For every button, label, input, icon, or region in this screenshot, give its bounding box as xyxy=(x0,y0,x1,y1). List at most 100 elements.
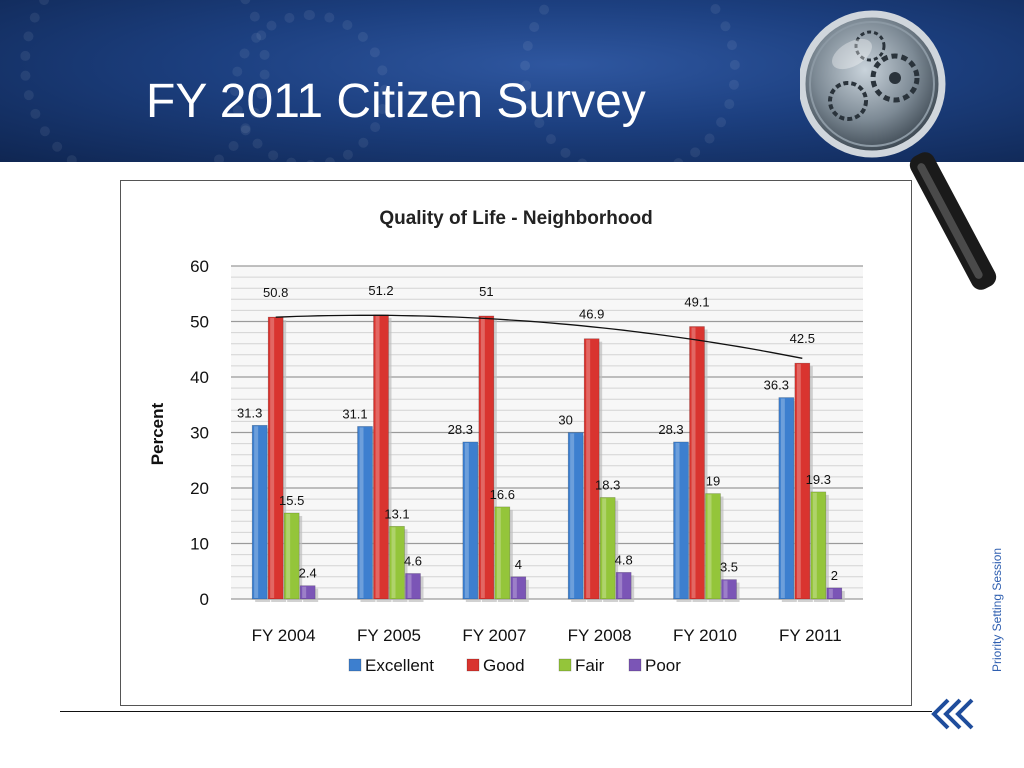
bar-highlight xyxy=(302,586,307,598)
bar-fair xyxy=(599,497,616,600)
legend-label: Good xyxy=(483,656,525,675)
bar-good xyxy=(794,362,811,600)
y-tick-label: 20 xyxy=(190,479,209,498)
data-label: 36.3 xyxy=(764,378,789,393)
data-label: 4.8 xyxy=(615,552,633,567)
data-label: 46.9 xyxy=(579,307,604,322)
bar-excellent xyxy=(778,397,795,600)
chart-title: Quality of Life - Neighborhood xyxy=(379,208,652,229)
x-tick-label: FY 2007 xyxy=(462,626,526,645)
bar-good xyxy=(689,326,705,600)
y-tick-label: 0 xyxy=(200,590,209,609)
data-label: 2 xyxy=(831,568,838,583)
data-label: 31.3 xyxy=(237,405,262,420)
bar-highlight xyxy=(464,442,469,598)
data-label: 31.1 xyxy=(342,406,367,421)
bar-poor xyxy=(721,579,737,600)
bar-highlight xyxy=(254,426,259,598)
data-label: 30 xyxy=(558,413,572,428)
bar-excellent xyxy=(251,424,268,600)
data-label: 16.6 xyxy=(490,487,515,502)
data-label: 19 xyxy=(706,474,720,489)
x-tick-label: FY 2004 xyxy=(252,626,316,645)
footer-divider xyxy=(60,711,932,712)
bar-highlight xyxy=(828,588,833,598)
bar-fair xyxy=(810,491,827,600)
bar-fair xyxy=(389,525,405,600)
bar-poor xyxy=(826,587,843,600)
legend-swatch-poor xyxy=(628,658,642,672)
legend-label: Excellent xyxy=(365,656,434,675)
legend-label: Poor xyxy=(645,656,681,675)
data-label: 4.6 xyxy=(404,553,422,568)
trendline xyxy=(275,314,803,359)
bar-highlight xyxy=(375,315,380,598)
bar-highlight xyxy=(359,427,364,598)
side-label: Priority Setting Session xyxy=(990,547,1004,672)
bar-highlight xyxy=(691,327,696,598)
y-tick-label: 40 xyxy=(190,368,209,387)
bar-highlight xyxy=(586,339,591,598)
legend-swatch-good xyxy=(466,658,480,672)
bar-chart: Quality of Life - Neighborhood Percent 0… xyxy=(148,208,863,675)
chart-legend: Excellent Good Fair Poor xyxy=(348,656,681,675)
legend-swatch-fair xyxy=(558,658,572,672)
bar-highlight xyxy=(602,498,607,598)
bar-highlight xyxy=(391,527,396,598)
x-tick-label: FY 2008 xyxy=(568,626,632,645)
bar-poor xyxy=(405,573,421,600)
bar-highlight xyxy=(270,318,275,598)
bar-highlight xyxy=(570,433,575,598)
bar-poor xyxy=(615,572,632,600)
data-label: 28.3 xyxy=(658,422,683,437)
bar-highlight xyxy=(407,574,412,598)
data-label: 2.4 xyxy=(299,566,317,581)
x-tick-label: FY 2010 xyxy=(673,626,737,645)
bar-poor xyxy=(510,576,527,600)
bar-highlight xyxy=(812,492,817,598)
y-tick-label: 50 xyxy=(190,313,209,332)
bar-good xyxy=(267,316,284,600)
data-label: 49.1 xyxy=(684,294,709,309)
bar-highlight xyxy=(780,398,785,598)
bar-highlight xyxy=(618,573,623,598)
bar-highlight xyxy=(796,364,801,598)
x-tick-label: FY 2005 xyxy=(357,626,421,645)
bar-fair xyxy=(283,512,300,600)
magnifying-glass-icon xyxy=(800,10,997,290)
data-label: 15.5 xyxy=(279,493,304,508)
bar-excellent xyxy=(357,426,373,600)
data-label: 4 xyxy=(515,557,522,572)
legend-label: Fair xyxy=(575,656,605,675)
data-label: 51 xyxy=(479,284,493,299)
bar-highlight xyxy=(675,442,680,598)
data-label: 18.3 xyxy=(595,477,620,492)
bar-excellent xyxy=(567,432,584,600)
chevrons-left-icon[interactable] xyxy=(928,696,980,732)
y-axis-label: Percent xyxy=(148,402,167,465)
bar-highlight xyxy=(480,316,485,598)
gear-decoration xyxy=(230,10,390,162)
data-label: 3.5 xyxy=(720,560,738,575)
data-label: 28.3 xyxy=(448,422,473,437)
legend-swatch-excellent xyxy=(348,658,362,672)
y-tick-label: 30 xyxy=(190,424,209,443)
y-tick-label: 10 xyxy=(190,535,209,554)
data-label: 50.8 xyxy=(263,285,288,300)
slide-title: FY 2011 Citizen Survey xyxy=(146,75,646,128)
data-label: 19.3 xyxy=(806,472,831,487)
bar-fair xyxy=(494,506,511,600)
bar-good xyxy=(478,315,495,600)
bar-fair xyxy=(705,493,721,600)
gear-decoration xyxy=(520,0,740,162)
bar-excellent xyxy=(673,441,689,600)
bar-highlight xyxy=(707,494,712,598)
bar-highlight xyxy=(512,577,517,598)
bar-excellent xyxy=(462,441,479,600)
chart-frame: Quality of Life - Neighborhood Percent 0… xyxy=(120,180,912,706)
y-tick-label: 60 xyxy=(190,257,209,276)
bar-good xyxy=(583,338,600,600)
bar-highlight xyxy=(723,580,728,598)
bar-poor xyxy=(299,585,316,600)
x-tick-label: FY 2011 xyxy=(779,626,842,645)
